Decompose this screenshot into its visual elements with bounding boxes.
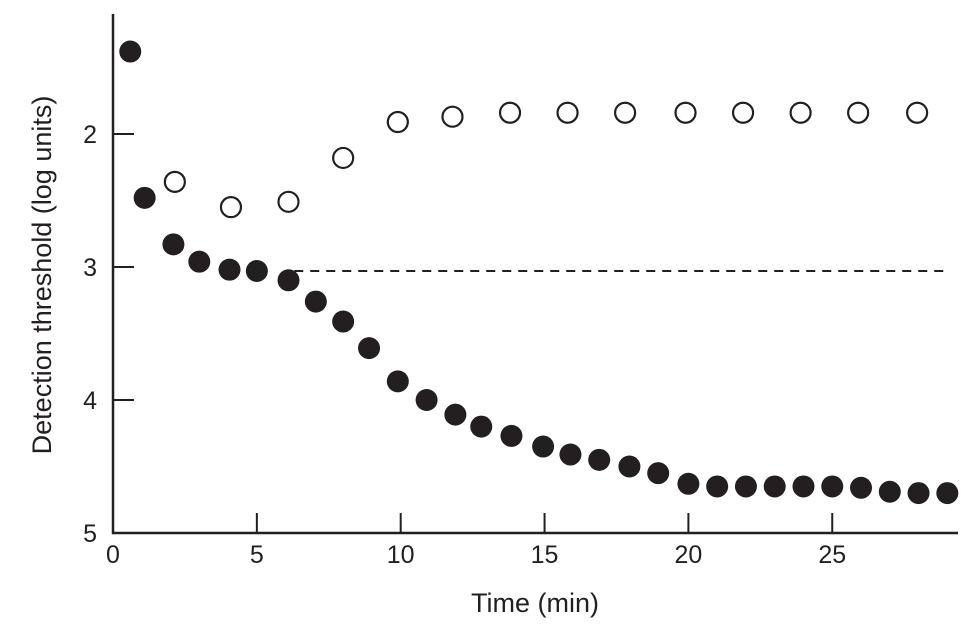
filled-data-point xyxy=(500,424,523,447)
y-tick-label: 3 xyxy=(83,254,97,282)
x-tick-label: 20 xyxy=(674,541,702,569)
y-tick-label: 2 xyxy=(83,121,97,149)
x-tick-label: 15 xyxy=(531,541,559,569)
open-data-point xyxy=(386,110,409,134)
open-data-point xyxy=(556,101,579,124)
filled-data-point xyxy=(332,310,355,333)
x-tick-label: 5 xyxy=(250,541,264,569)
open-data-point xyxy=(498,101,522,124)
y-tick-label: 5 xyxy=(83,520,97,548)
filled-data-point xyxy=(734,475,757,498)
open-data-point xyxy=(906,101,929,124)
open-data-point xyxy=(277,190,300,213)
filled-data-point xyxy=(188,250,211,273)
filled-data-point xyxy=(821,475,844,498)
filled-data-point xyxy=(444,403,467,426)
x-tick-label: 0 xyxy=(106,541,120,569)
filled-data-point xyxy=(119,40,142,63)
filled-data-point xyxy=(277,269,300,292)
x-tick-label: 25 xyxy=(818,541,846,569)
filled-data-point xyxy=(907,482,930,505)
filled-data-point xyxy=(218,258,241,281)
y-tick-label: 4 xyxy=(83,387,97,415)
filled-data-point xyxy=(245,259,268,282)
axes xyxy=(111,14,958,535)
y-axis-title: Detection threshold (log units) xyxy=(27,96,57,455)
x-axis-title: Time (min) xyxy=(471,588,599,618)
filled-data-point xyxy=(304,290,327,313)
open-data-point xyxy=(614,101,637,124)
open-data-point xyxy=(789,101,812,124)
filled-data-point xyxy=(792,475,815,498)
filled-data-point xyxy=(647,462,670,485)
filled-data-point xyxy=(763,475,786,498)
filled-data-point xyxy=(936,482,959,505)
filled-data-point xyxy=(386,370,409,393)
filled-data-point xyxy=(878,480,901,503)
filled-data-point xyxy=(415,389,438,411)
filled-data-point xyxy=(162,233,185,256)
open-data-point xyxy=(163,170,186,193)
filled-data-point xyxy=(706,475,729,498)
open-data-point xyxy=(731,101,755,124)
open-data-point xyxy=(847,101,870,124)
open-data-point xyxy=(441,105,464,128)
open-data-point xyxy=(332,146,355,170)
filled-data-point xyxy=(588,448,611,471)
open-data-point xyxy=(674,101,697,124)
filled-data-point xyxy=(532,435,555,458)
filled-data-point xyxy=(133,186,156,209)
filled-data-point xyxy=(618,455,641,478)
x-tick-label: 10 xyxy=(387,541,415,569)
filled-data-point xyxy=(850,476,873,499)
open-data-point xyxy=(219,196,243,219)
filled-data-point xyxy=(358,337,381,360)
filled-data-point xyxy=(470,415,493,438)
filled-data-point xyxy=(559,443,582,466)
data-points xyxy=(119,40,959,505)
filled-data-point xyxy=(677,472,700,495)
